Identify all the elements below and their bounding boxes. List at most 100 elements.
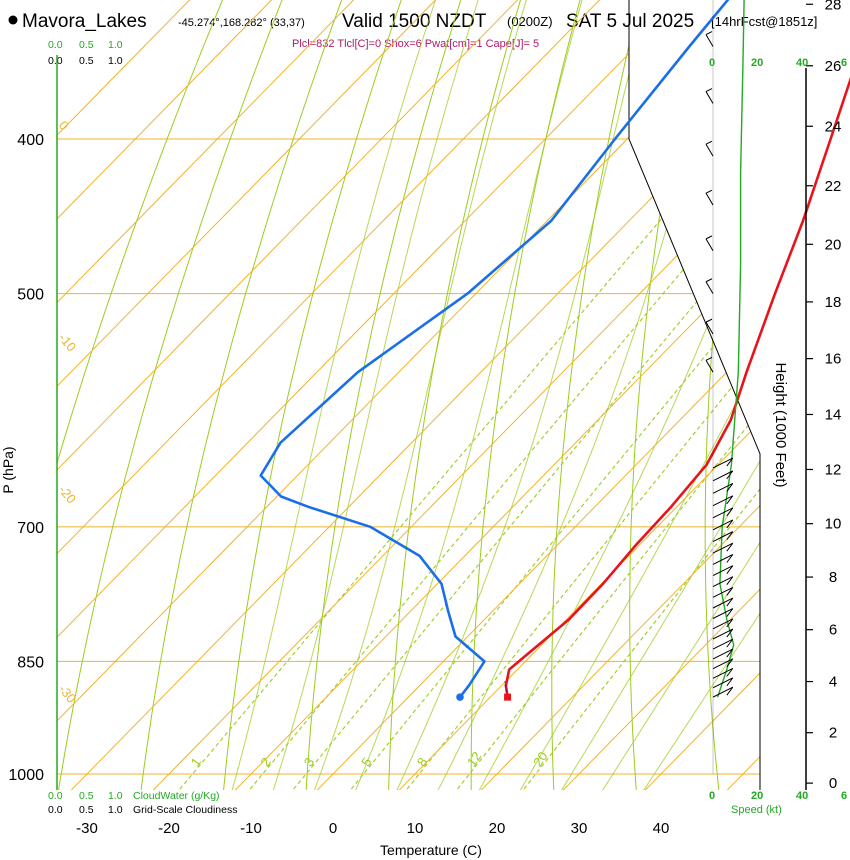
wind-barb-flag [726, 542, 734, 552]
valid-date: SAT 5 Jul 2025 [566, 11, 694, 32]
wind-barb [712, 686, 734, 698]
wind-barb-flag [726, 597, 734, 607]
dry-adiabat-280 [388, 0, 591, 791]
wind-barb-staff [705, 34, 714, 47]
wind-barb-flag [726, 686, 734, 696]
dewpoint-line [259, 0, 730, 698]
wind-barb-flag [705, 235, 713, 240]
utc-time: (0200Z) [507, 14, 553, 29]
wind-barb-flag [726, 483, 734, 492]
isotherms [57, 0, 760, 791]
wind-barb [712, 628, 734, 640]
temperature-ticks: -30 -20 -10 0 10 20 30 40 [76, 820, 669, 837]
height-tick-8: 8 [829, 569, 837, 586]
height-tick-10: 10 [825, 516, 842, 533]
cloudiness-label: Grid-Scale Cloudiness [133, 804, 237, 816]
wind-barb [712, 667, 734, 679]
station-name: Mavora_Lakes [22, 11, 147, 32]
mixing-ratio-label-3: 3 [301, 755, 317, 770]
wind-barb [712, 495, 734, 507]
cloudwater-label: CloudWater (g/Kg) [133, 790, 220, 802]
moist-adiabat-10 [394, 0, 709, 791]
wind-barb-staff [712, 597, 734, 609]
isotherm-label--10: -10 [56, 330, 80, 354]
forecast-info: [14hrFcst@1851z] [711, 14, 817, 29]
wind-barb-staff [705, 281, 714, 294]
dry-adiabat-230 [57, 0, 318, 791]
isotherm--20 [148, 0, 760, 791]
height-ticks: 02468101214161820222426283032 [806, 0, 841, 792]
wind-barb-flag [726, 587, 734, 596]
surface-dewpoint-marker [456, 693, 464, 701]
speed-top-6: 6 [841, 57, 847, 69]
isotherm--110 [57, 0, 401, 791]
pressure-ticks: 2503004005007008501000 [8, 132, 44, 784]
wind-barb-staff [712, 554, 734, 565]
pressure-tick-400: 400 [17, 132, 44, 149]
dry-adiabat-240 [57, 0, 372, 791]
wind-barb [712, 457, 734, 469]
mixing-ratio-label-12: 12 [464, 749, 485, 769]
height-tick-14: 14 [825, 406, 842, 423]
dry-adiabat-300 [551, 0, 700, 791]
mixing-ratio-12 [452, 138, 760, 791]
wind-barb-flag [726, 457, 734, 467]
wind-barb [712, 597, 734, 609]
dry-adiabat-250 [140, 0, 427, 791]
dry-adiabat-260 [222, 0, 481, 791]
cloud-bottom-black-0: 0.0 [48, 804, 63, 816]
wind-barb-staff [712, 495, 734, 507]
sounding-params: Plcl=832 Tlcl[C]=0 Shox=6 Pwat[cm]=1 Cap… [292, 38, 539, 50]
wind-barb-flag [705, 278, 713, 283]
isotherm-20 [476, 0, 760, 791]
cloud-top-green-2: 1.0 [108, 39, 123, 51]
wind-barb-flag [726, 668, 734, 677]
wind-barb [712, 587, 734, 598]
wind-speed-line [716, 0, 745, 698]
wind-barb-staff [705, 238, 714, 252]
height-tick-22: 22 [825, 178, 842, 195]
wind-barb [705, 318, 714, 335]
height-tick-20: 20 [825, 236, 842, 253]
speed-top-20: 20 [751, 57, 763, 69]
wind-barb [712, 483, 734, 494]
speed-scale-top: 0 20 40 6 [709, 57, 847, 69]
cloud-top-green-0: 0.0 [48, 39, 63, 51]
station-bullet-icon [8, 15, 18, 25]
wind-barb-flag [726, 495, 734, 505]
wind-barb [712, 507, 734, 519]
pressure-tick-700: 700 [17, 520, 44, 537]
pressure-axis-label: P (hPa) [0, 446, 16, 493]
wind-barb-staff [712, 658, 734, 670]
isotherm--80 [57, 0, 647, 791]
isotherm--60 [57, 0, 760, 791]
cloud-bottom-green-1: 0.5 [79, 790, 94, 802]
temperature-line [504, 76, 850, 698]
wind-barb [705, 140, 714, 157]
height-tick-16: 16 [825, 351, 842, 368]
wind-barb-flag [726, 658, 734, 668]
isotherm-label-0: 0 [56, 118, 72, 133]
height-tick-6: 6 [829, 622, 837, 639]
dry-adiabat-270 [305, 0, 536, 791]
wind-barb-flag [726, 507, 734, 517]
height-tick-2: 2 [829, 725, 837, 742]
wind-barb-flag [726, 576, 734, 585]
speed-top-40: 40 [796, 57, 808, 69]
wind-barb-flag [726, 470, 734, 480]
cloud-scale-bottom: 0.0 0.5 1.0 CloudWater (g/Kg) 0.0 0.5 1.… [48, 790, 237, 816]
wind-barb [712, 658, 734, 670]
cloud-top-black-0: 0.0 [48, 55, 63, 67]
speed-bottom-6: 6 [841, 790, 847, 802]
cloud-top-green-1: 0.5 [79, 39, 94, 51]
wind-barb-flag [726, 519, 734, 529]
wind-barb [705, 189, 714, 206]
height-tick-24: 24 [825, 118, 842, 135]
wind-barb-flag [705, 88, 713, 93]
wind-barb-staff [712, 686, 734, 698]
mixing-ratio-label-1: 1 [188, 755, 204, 770]
wind-barb-staff [712, 531, 734, 542]
moist-adiabat-0 [312, 0, 597, 791]
wind-barb-flag [726, 554, 734, 563]
